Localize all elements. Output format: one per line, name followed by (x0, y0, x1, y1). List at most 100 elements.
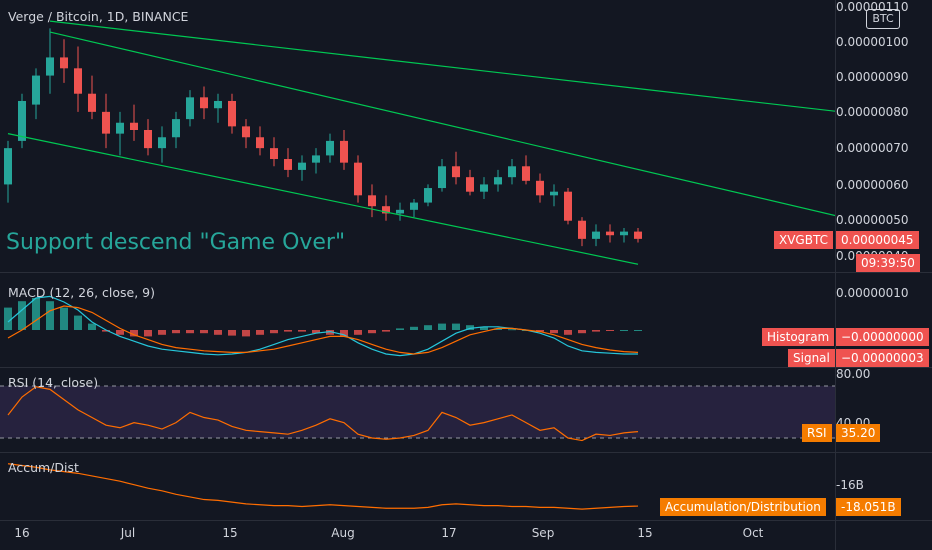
candle-body (382, 206, 390, 214)
candle-body (354, 162, 362, 196)
macd-histogram-bar (480, 326, 488, 330)
candle-body (116, 122, 124, 134)
pane-divider[interactable] (0, 367, 932, 368)
macd-histogram-bar (620, 330, 628, 331)
ad-tick: -16B (836, 478, 864, 492)
candle-body (270, 148, 278, 160)
price-tick: 0.00000080 (836, 105, 909, 119)
trendline (7, 133, 639, 265)
histogram-label-tag: Histogram (762, 328, 835, 346)
macd-histogram-bar (550, 330, 558, 334)
macd-histogram-bar (46, 301, 54, 330)
candle-body (494, 177, 502, 185)
time-tick: Aug (331, 526, 355, 540)
macd-histogram-bar (410, 326, 418, 330)
rsi-tick-top: 80.00 (836, 367, 871, 381)
candle-body (32, 75, 40, 105)
candle-body (592, 231, 600, 239)
symbol-price-tag: XVGBTC (774, 231, 833, 249)
candle-body (46, 57, 54, 76)
macd-histogram-bar (578, 330, 586, 334)
macd-histogram-bar (32, 298, 40, 330)
pane-divider[interactable] (0, 452, 932, 453)
candle-body (214, 100, 222, 109)
chart-canvas[interactable] (0, 0, 836, 550)
last-price-tag: 0.00000045 (836, 231, 919, 249)
macd-histogram-bar (396, 328, 404, 330)
trendline (49, 31, 836, 217)
macd-histogram-bar (312, 330, 320, 334)
price-tick: 0.00000110 (836, 0, 909, 14)
macd-histogram-bar (158, 330, 166, 335)
candle-body (368, 195, 376, 207)
symbol-title[interactable]: Verge / Bitcoin, 1D, BINANCE (8, 9, 189, 24)
macd-histogram-bar (172, 330, 180, 334)
macd-histogram-bar (424, 325, 432, 330)
price-tick: 0.00000050 (836, 213, 909, 227)
price-tick: 0.00000070 (836, 141, 909, 155)
candle-body (102, 111, 110, 134)
price-tick: 0.00000060 (836, 178, 909, 192)
candle-body (340, 140, 348, 163)
candle-body (200, 97, 208, 109)
candle-body (508, 166, 516, 178)
macd-histogram-bar (452, 323, 460, 330)
macd-title[interactable]: MACD (12, 26, close, 9) (8, 285, 155, 300)
macd-histogram-bar (4, 307, 12, 330)
price-axis-divider (835, 0, 836, 550)
macd-histogram-bar (354, 330, 362, 335)
candle-body (634, 231, 642, 239)
candle-body (130, 122, 138, 130)
pane-divider[interactable] (0, 272, 932, 273)
candle-body (396, 209, 404, 214)
price-tick: 0.00000090 (836, 70, 909, 84)
candle-body (4, 148, 12, 185)
macd-tick: 0.00000010 (836, 286, 909, 300)
annotation-text[interactable]: Support descend "Game Over" (6, 230, 346, 255)
bar-countdown-tag: 09:39:50 (856, 254, 920, 272)
macd-histogram-bar (298, 330, 306, 332)
ad-title[interactable]: Accum/Dist (8, 460, 79, 475)
signal-line (7, 305, 639, 355)
candle-body (242, 126, 250, 138)
macd-histogram-bar (284, 330, 292, 332)
price-tick: 0.00000100 (836, 35, 909, 49)
candle-body (88, 93, 96, 112)
time-tick: 17 (441, 526, 457, 540)
time-tick: 15 (222, 526, 238, 540)
candle-body (228, 100, 236, 127)
candle-body (522, 166, 530, 181)
histogram-value-tag: −0.00000000 (836, 328, 929, 346)
candle-body (74, 68, 82, 94)
macd-histogram-bar (508, 329, 516, 331)
time-tick: Oct (742, 526, 764, 540)
candle-body (410, 202, 418, 210)
macd-histogram-bar (438, 323, 446, 330)
candle-body (480, 184, 488, 192)
candle-body (536, 180, 544, 196)
macd-histogram-bar (270, 330, 278, 334)
ad-value-tag: -18.051B (836, 498, 901, 516)
candle-body (452, 166, 460, 178)
candle-body (620, 231, 628, 236)
candle-body (172, 119, 180, 138)
currency-label[interactable]: BTC (866, 9, 900, 29)
macd-histogram-bar (536, 330, 544, 332)
macd-histogram-bar (242, 330, 250, 337)
macd-histogram-bar (368, 330, 376, 334)
candle-body (438, 166, 446, 189)
macd-histogram-bar (564, 330, 572, 335)
rsi-title[interactable]: RSI (14, close) (8, 375, 99, 390)
candle-body (18, 100, 26, 141)
ad-label-tag: Accumulation/Distribution (660, 498, 826, 516)
macd-histogram-bar (606, 330, 614, 331)
macd-histogram-bar (634, 330, 642, 331)
signal-label-tag: Signal (788, 349, 835, 367)
candle-body (564, 191, 572, 221)
time-tick: Sep (531, 526, 555, 540)
macd-histogram-bar (228, 330, 236, 336)
signal-value-tag: −0.00000003 (836, 349, 929, 367)
macd-histogram-bar (102, 330, 110, 332)
candle-body (466, 177, 474, 192)
rsi-band (0, 386, 835, 438)
